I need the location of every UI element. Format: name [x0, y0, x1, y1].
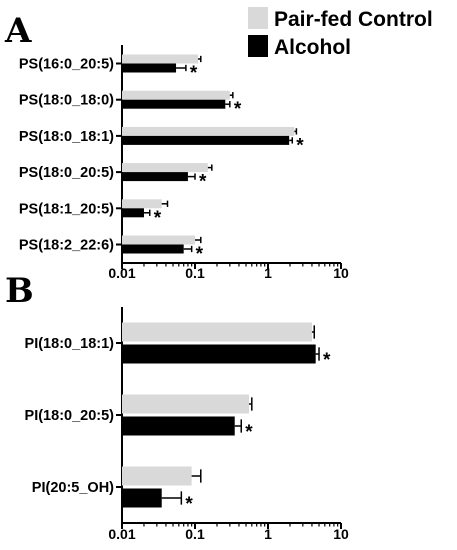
bar-alcohol — [122, 488, 162, 508]
significance-star: * — [296, 135, 304, 156]
category-label: PS(16:0_20:5) — [19, 57, 114, 73]
panel-a-chart: 0.01 0.1 1 10 PS(16:0_20:5) * PS(18:0_18:0) * PS… — [19, 45, 349, 281]
bar-control — [122, 235, 195, 245]
panel-b-letter: B — [5, 271, 34, 311]
category-label: PS(18:1_20:5) — [19, 201, 114, 217]
category-label: PS(18:0_20:5) — [19, 165, 114, 181]
significance-star: * — [190, 63, 198, 84]
legend-label-control: Pair-fed Control — [274, 8, 433, 31]
bar-control — [122, 163, 208, 173]
bar-alcohol — [122, 416, 235, 436]
x-tick-label: 0.01 — [108, 265, 135, 281]
legend: Pair-fed Control Alcohol — [248, 7, 433, 59]
bar-control — [122, 394, 250, 414]
category-label: PI(20:5_OH) — [32, 480, 114, 496]
bar-alcohol — [122, 99, 226, 109]
bar-control — [122, 322, 312, 342]
legend-swatch-alcohol — [248, 35, 268, 57]
bar-alcohol — [122, 63, 177, 73]
bar-control — [122, 90, 230, 100]
bar-control — [122, 466, 192, 486]
bar-alcohol — [122, 135, 290, 145]
x-tick-label: 0.01 — [108, 526, 135, 542]
x-tick-label: 10 — [333, 526, 349, 542]
category-label: PS(18:0_18:0) — [19, 93, 114, 109]
bar-alcohol — [122, 344, 316, 364]
significance-star: * — [245, 422, 253, 443]
bar-alcohol — [122, 244, 184, 254]
legend-label-alcohol: Alcohol — [274, 36, 351, 59]
x-tick-label: 0.1 — [185, 265, 205, 281]
x-tick-label: 10 — [333, 265, 349, 281]
significance-star: * — [154, 208, 162, 229]
significance-star: * — [196, 244, 204, 265]
significance-star: * — [234, 99, 242, 120]
x-tick-label: 1 — [264, 265, 272, 281]
bar-control — [122, 126, 295, 136]
significance-star: * — [185, 494, 193, 515]
panel-b-chart: 0.01 0.1 1 10 PI(18:0_18:1) * PI(18:0_20:5) * PI… — [25, 307, 349, 542]
significance-star: * — [199, 172, 207, 193]
bar-alcohol — [122, 172, 188, 182]
bar-control — [122, 199, 162, 209]
bar-control — [122, 54, 199, 64]
category-label: PI(18:0_20:5) — [25, 408, 115, 424]
panel-a-letter: A — [4, 11, 32, 51]
significance-star: * — [323, 350, 331, 371]
category-label: PS(18:0_18:1) — [19, 129, 114, 145]
category-label: PI(18:0_18:1) — [25, 336, 115, 352]
bar-alcohol — [122, 208, 144, 218]
x-tick-label: 1 — [264, 526, 272, 542]
legend-swatch-control — [248, 7, 268, 29]
x-tick-label: 0.1 — [185, 526, 205, 542]
category-label: PS(18:2_22:6) — [19, 238, 114, 254]
